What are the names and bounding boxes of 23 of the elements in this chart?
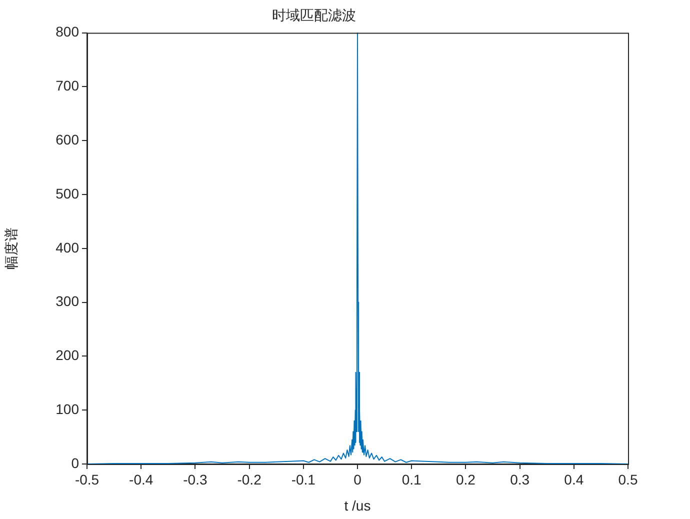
y-tick-label: 600 xyxy=(56,131,80,148)
y-tick-label: 700 xyxy=(56,78,80,94)
y-tick-label: 800 xyxy=(56,24,80,40)
x-tick-label: -0.1 xyxy=(291,471,316,488)
y-axis-title: 幅度谱 xyxy=(4,227,20,270)
x-tick-label: -0.2 xyxy=(237,471,262,488)
x-tick-label: 0.2 xyxy=(456,471,476,488)
chart-title: 时域匹配滤波 xyxy=(272,8,356,24)
x-tick-label: 0.5 xyxy=(618,471,638,488)
x-axis-title: t /us xyxy=(344,497,371,514)
y-tick-label: 0 xyxy=(71,454,80,471)
x-tick-label: -0.5 xyxy=(74,471,100,488)
y-tick-label: 300 xyxy=(56,293,80,310)
x-tick-label: 0.4 xyxy=(564,471,584,488)
y-tick-label: 500 xyxy=(56,185,80,202)
y-tick-label: 100 xyxy=(56,400,80,417)
x-tick-label: -0.4 xyxy=(129,471,154,488)
x-tick-label: 0.3 xyxy=(510,471,530,488)
y-tick-label: 400 xyxy=(56,239,80,256)
x-tick-label: 0 xyxy=(354,471,362,488)
x-tick-label: 0.1 xyxy=(402,471,422,488)
y-tick-label: 200 xyxy=(56,347,80,364)
x-tick-label: -0.3 xyxy=(183,471,208,488)
